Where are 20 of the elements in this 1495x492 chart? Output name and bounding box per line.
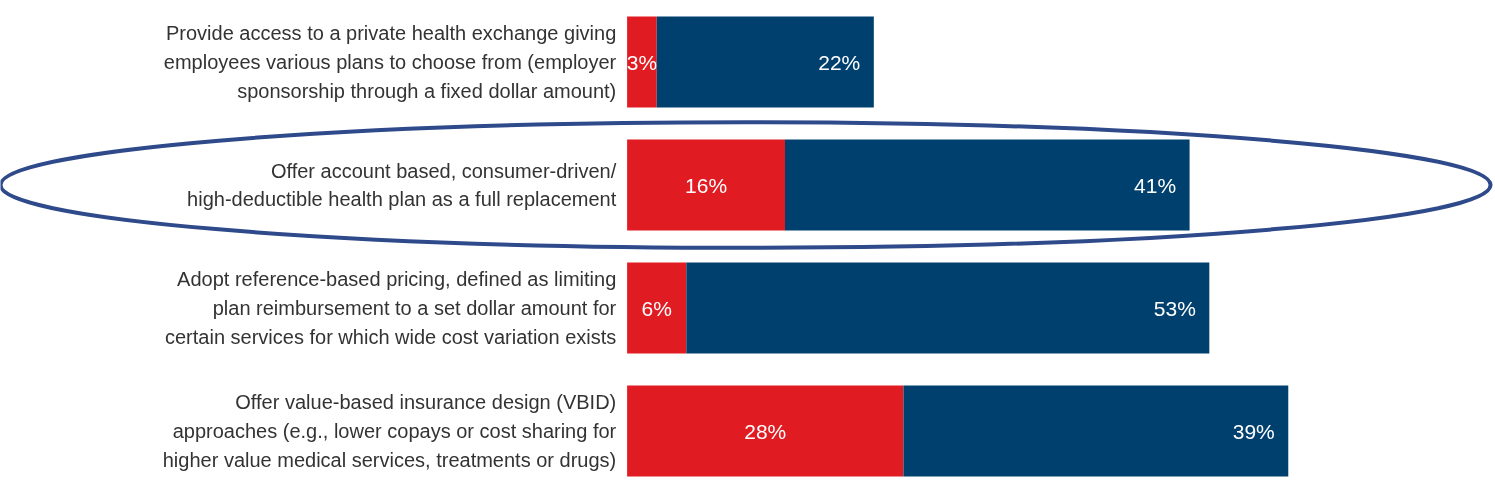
data-label: 41%	[1134, 173, 1177, 197]
bar	[903, 385, 1289, 477]
data-label: 6%	[641, 296, 672, 320]
bar	[785, 139, 1190, 231]
data-label: 22%	[818, 50, 861, 74]
y-tick-label: Offer value-based insurance design (VBID) approaches (e.g., lower copays or cost sharing for higher value medical services, treatments or drugs)	[162, 391, 617, 471]
data-label: 53%	[1153, 296, 1196, 320]
data-label: 3%	[626, 50, 658, 74]
bar	[627, 139, 785, 231]
data-label: 28%	[744, 419, 787, 443]
y-tick-label: Adopt reference-based pricing, defined as limiting plan reimbursement to a set dollar amount for certain services for which wide cost variation exists	[164, 268, 617, 348]
bar	[627, 385, 904, 477]
bar	[656, 16, 874, 108]
bar	[627, 262, 687, 354]
data-label: 39%	[1232, 419, 1275, 443]
bar	[686, 262, 1210, 354]
bar	[627, 16, 657, 108]
y-tick-label: Provide access to a private health exchange giving employees various plans to choose from (employer sponsorship through a fixed dollar amount)	[163, 22, 617, 102]
y-tick-label: Offer account based, consumer-driven/ high-deductible health plan as a full replacement	[187, 159, 617, 211]
data-label: 16%	[685, 173, 728, 197]
